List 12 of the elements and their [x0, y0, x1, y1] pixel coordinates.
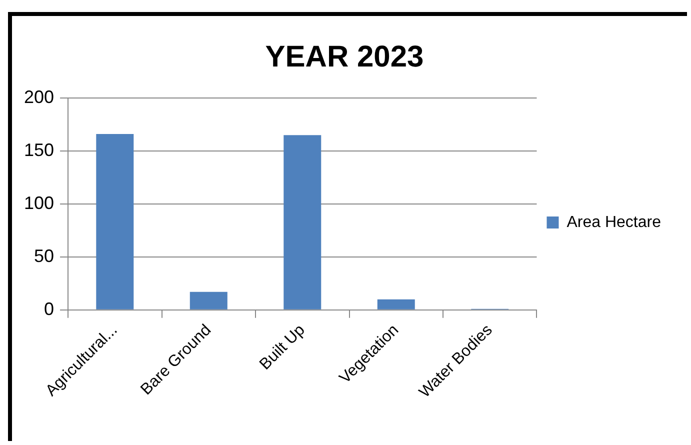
y-tick-label: 0: [44, 298, 54, 319]
y-tick-label: 200: [24, 86, 54, 107]
y-tick-label: 100: [24, 192, 54, 213]
y-tick-label: 50: [34, 246, 54, 266]
x-tick-label: Built Up: [256, 322, 308, 374]
bar: [96, 134, 134, 310]
chart-title: YEAR 2023: [265, 40, 424, 74]
bar: [377, 299, 415, 310]
bar: [190, 292, 228, 310]
bar: [284, 135, 322, 310]
y-tick-label: 150: [24, 140, 54, 160]
legend-label: Area Hectare: [566, 214, 662, 231]
